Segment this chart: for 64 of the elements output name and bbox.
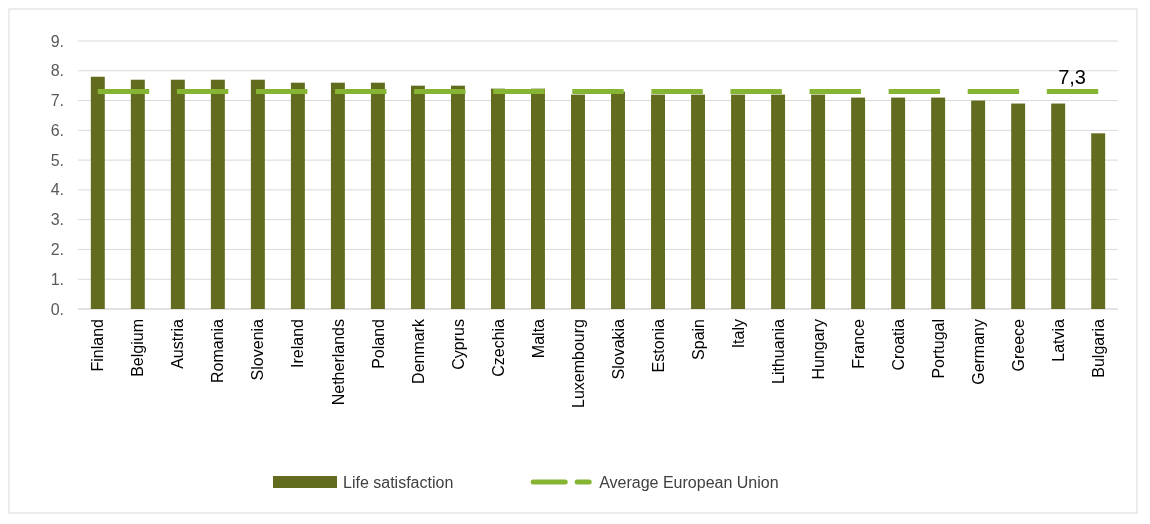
bar [691,94,706,309]
bar [450,85,465,309]
x-tick-label: Slovakia [609,318,627,380]
y-tick-label: 8. [50,62,64,80]
bar [1091,133,1106,309]
bar [90,76,105,309]
y-tick-label: 9. [50,32,64,50]
x-tick-label: Italy [729,319,747,349]
x-tick-label: Denmark [409,318,427,384]
x-tick-label: Latvia [1049,318,1067,362]
y-tick-label: 0. [50,300,64,318]
x-tick-label: Germany [969,319,987,385]
x-tick-label: Belgium [129,319,147,377]
bar [811,94,826,309]
bar [210,79,225,309]
x-tick-label: Ireland [289,319,307,368]
bar [250,79,265,309]
bar [971,100,986,309]
bar [330,82,345,309]
bar [1011,103,1026,309]
legend-label: Life satisfaction [343,473,454,491]
y-tick-label: 7. [50,92,64,110]
x-tick-label: Spain [689,319,707,360]
x-tick-label: Austria [169,318,187,369]
y-tick-label: 1. [50,270,64,288]
bar [1051,103,1066,309]
bar [490,88,505,309]
bar [370,82,385,309]
x-tick-label: Hungary [809,319,827,380]
bar [771,94,786,309]
x-tick-label: Greece [1009,318,1027,372]
x-tick-label: Finland [89,319,107,372]
bar [731,94,746,309]
x-tick-label: Lithuania [769,318,787,384]
bar [290,82,305,309]
bar [410,85,425,309]
legend-label: Average European Union [599,473,779,491]
bar [891,97,906,309]
x-tick-label: Croatia [889,318,907,371]
y-tick-label: 6. [50,121,64,139]
x-tick-label: Malta [529,318,547,359]
x-tick-label: Cyprus [449,319,467,370]
x-tick-label: France [849,318,867,369]
y-tick-label: 3. [50,211,64,229]
bar [851,97,866,309]
bar [611,91,625,309]
y-tick-label: 2. [50,241,64,259]
x-tick-label: Bulgaria [1089,318,1107,378]
bar [170,79,185,309]
x-tick-label: Romania [209,318,227,384]
annotation: 7,3 [1058,65,1086,88]
bar [931,97,946,309]
x-tick-label: Poland [369,319,387,369]
x-tick-label: Netherlands [329,319,347,406]
x-tick-label: Portugal [929,319,947,379]
x-tick-label: Estonia [649,318,667,373]
y-tick-label: 5. [50,151,64,169]
bar [130,79,145,309]
bar [571,94,585,309]
bar [651,94,665,309]
y-tick-label: 4. [50,181,64,199]
x-tick-label: Czechia [489,318,507,377]
x-tick-label: Luxembourg [569,319,587,408]
x-tick-label: Slovenia [249,318,267,381]
